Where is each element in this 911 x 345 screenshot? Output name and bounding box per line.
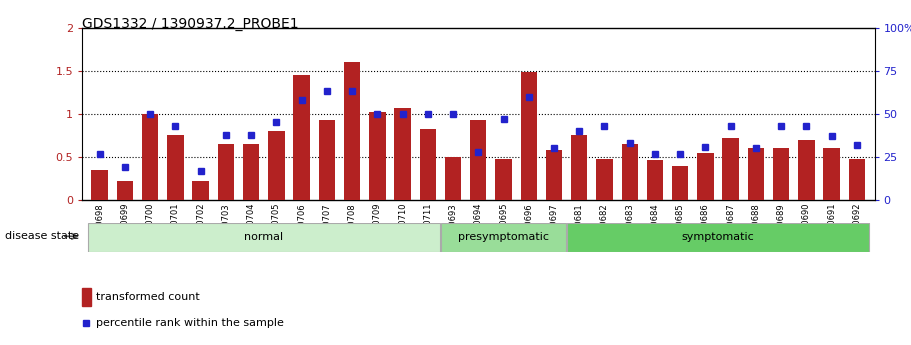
- Bar: [192, 181, 209, 200]
- FancyBboxPatch shape: [87, 223, 440, 252]
- Bar: [496, 159, 512, 200]
- Bar: [571, 136, 588, 200]
- Bar: [117, 181, 133, 200]
- Bar: [82, 288, 91, 306]
- Bar: [445, 157, 461, 200]
- Bar: [672, 166, 689, 200]
- Bar: [773, 148, 789, 200]
- Bar: [420, 129, 436, 200]
- Bar: [168, 136, 184, 200]
- Bar: [697, 152, 713, 200]
- Bar: [343, 62, 360, 200]
- Bar: [546, 150, 562, 200]
- Bar: [621, 144, 638, 200]
- Bar: [293, 75, 310, 200]
- FancyBboxPatch shape: [568, 223, 869, 252]
- Text: symptomatic: symptomatic: [681, 232, 754, 242]
- Bar: [849, 159, 865, 200]
- Text: percentile rank within the sample: percentile rank within the sample: [96, 318, 284, 328]
- Bar: [647, 160, 663, 200]
- Bar: [243, 144, 260, 200]
- Text: normal: normal: [244, 232, 283, 242]
- Text: transformed count: transformed count: [96, 293, 200, 302]
- Bar: [218, 144, 234, 200]
- Bar: [319, 120, 335, 200]
- Bar: [470, 120, 486, 200]
- Bar: [142, 114, 159, 200]
- Bar: [520, 72, 537, 200]
- Text: presymptomatic: presymptomatic: [458, 232, 549, 242]
- Bar: [748, 148, 764, 200]
- Text: GDS1332 / 1390937.2_PROBE1: GDS1332 / 1390937.2_PROBE1: [82, 17, 299, 31]
- Bar: [369, 112, 385, 200]
- Text: disease state: disease state: [5, 231, 78, 241]
- Bar: [394, 108, 411, 200]
- Bar: [268, 131, 284, 200]
- Bar: [824, 148, 840, 200]
- Bar: [597, 159, 613, 200]
- Bar: [91, 170, 107, 200]
- FancyBboxPatch shape: [441, 223, 566, 252]
- Bar: [798, 140, 814, 200]
- Bar: [722, 138, 739, 200]
